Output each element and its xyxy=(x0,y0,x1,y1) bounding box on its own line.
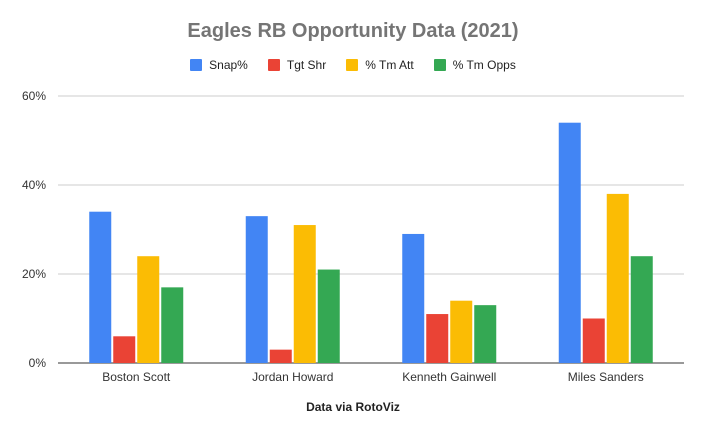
x-tick-label: Boston Scott xyxy=(102,370,171,384)
y-tick-label: 40% xyxy=(22,178,46,192)
bar xyxy=(245,216,268,363)
y-tick-label: 20% xyxy=(22,267,46,281)
bar xyxy=(558,122,581,363)
legend-item-tm-opps: % Tm Opps xyxy=(433,58,516,72)
legend-label-snap: Snap% xyxy=(209,58,248,72)
y-tick-label: 0% xyxy=(29,356,47,370)
bar xyxy=(293,225,316,363)
bar xyxy=(582,318,605,363)
bar xyxy=(606,193,629,363)
x-tick-label: Jordan Howard xyxy=(252,370,333,384)
legend-label-tm-att: % Tm Att xyxy=(365,58,414,72)
legend-swatch-tm-opps xyxy=(433,59,446,71)
legend-swatch-tgt-shr xyxy=(267,59,280,71)
legend-item-tm-att: % Tm Att xyxy=(346,58,414,72)
y-tick-label: 60% xyxy=(22,89,46,103)
legend: Snap% Tgt Shr % Tm Att % Tm Opps xyxy=(0,58,706,72)
bar xyxy=(402,233,425,363)
legend-label-tgt-shr: Tgt Shr xyxy=(286,58,327,72)
bar xyxy=(89,211,112,363)
bar xyxy=(450,300,473,363)
bar xyxy=(269,349,292,363)
bar xyxy=(137,256,160,363)
legend-swatch-snap xyxy=(190,59,203,71)
x-tick-label: Miles Sanders xyxy=(568,370,644,384)
legend-item-snap: Snap% xyxy=(190,58,248,72)
bar xyxy=(161,287,184,363)
chart-title: Eagles RB Opportunity Data (2021) xyxy=(187,20,519,42)
bar xyxy=(113,336,136,363)
bar xyxy=(474,305,497,363)
bar xyxy=(630,256,653,363)
x-axis-title: Data via RotoViz xyxy=(306,400,400,414)
bar xyxy=(317,269,340,363)
legend-label-tm-opps: % Tm Opps xyxy=(452,58,516,72)
legend-swatch-tm-att xyxy=(346,59,359,71)
x-tick-label: Kenneth Gainwell xyxy=(402,370,496,384)
legend-item-tgt-shr: Tgt Shr xyxy=(267,58,327,72)
bar xyxy=(426,314,449,363)
